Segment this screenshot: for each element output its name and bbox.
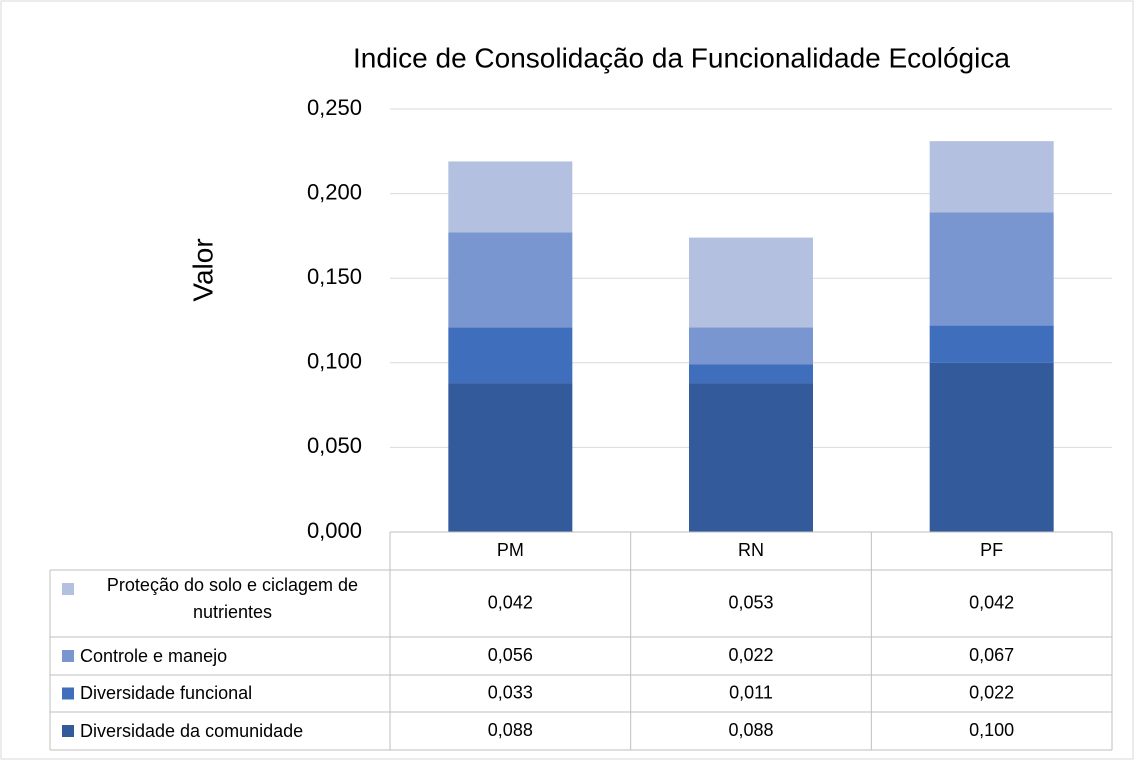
bar-segment xyxy=(448,161,573,233)
y-tick-label: 0,200 xyxy=(307,179,362,204)
legend-label-box: Proteção do solo e ciclagem de nutriente… xyxy=(106,575,359,622)
table-value: 0,022 xyxy=(969,682,1014,702)
bar-segment xyxy=(448,383,573,532)
legend-swatch xyxy=(62,687,74,700)
table-value: 0,100 xyxy=(969,720,1014,740)
legend-label: Diversidade funcional xyxy=(80,683,253,703)
table-value: 0,056 xyxy=(488,645,533,665)
legend-label-box: Controle e manejo xyxy=(80,645,228,666)
x-tick-label: PM xyxy=(497,540,524,560)
legend-label-box: Diversidade funcional xyxy=(80,683,253,703)
y-tick-label: 0,050 xyxy=(307,433,362,458)
table-value: 0,022 xyxy=(728,645,773,665)
bar-segment xyxy=(689,383,813,532)
y-tick-label: 0,000 xyxy=(307,518,362,543)
legend-swatch xyxy=(62,650,74,662)
bar-segment xyxy=(689,327,813,365)
bar-segment xyxy=(448,232,573,328)
bar-segment xyxy=(929,141,1054,213)
legend-label-box: Diversidade da comunidade xyxy=(80,720,304,741)
legend-label: Diversidade da comunidade xyxy=(80,720,304,741)
table-value: 0,033 xyxy=(488,682,533,702)
table-value: 0,042 xyxy=(488,592,533,612)
y-tick-label: 0,100 xyxy=(307,349,362,374)
table-value: 0,011 xyxy=(729,682,773,702)
bar-segment xyxy=(689,364,813,384)
legend-label: Proteção do solo e ciclagem de nutriente… xyxy=(106,575,359,622)
y-tick-label: 0,150 xyxy=(307,264,362,289)
bar-segment xyxy=(929,212,1054,326)
bar-segment xyxy=(448,327,573,384)
y-axis-label: Valor xyxy=(187,238,218,301)
table-value: 0,042 xyxy=(969,592,1014,612)
legend-swatch xyxy=(62,725,74,737)
chart-title: Indice de Consolidação da Funcionalidade… xyxy=(353,42,1010,73)
bar-segment xyxy=(929,362,1054,532)
table-value: 0,088 xyxy=(728,720,773,740)
table-value: 0,088 xyxy=(488,720,533,740)
x-tick-label: PF xyxy=(980,540,1003,560)
x-tick-label: RN xyxy=(738,540,764,560)
legend-label: Controle e manejo xyxy=(80,645,228,666)
bar-segment xyxy=(929,325,1054,363)
legend-swatch xyxy=(62,583,74,595)
y-tick-label: 0,250 xyxy=(307,95,362,120)
bar-segment xyxy=(689,237,813,328)
table-value: 0,053 xyxy=(728,592,773,612)
table-value: 0,067 xyxy=(969,645,1014,665)
